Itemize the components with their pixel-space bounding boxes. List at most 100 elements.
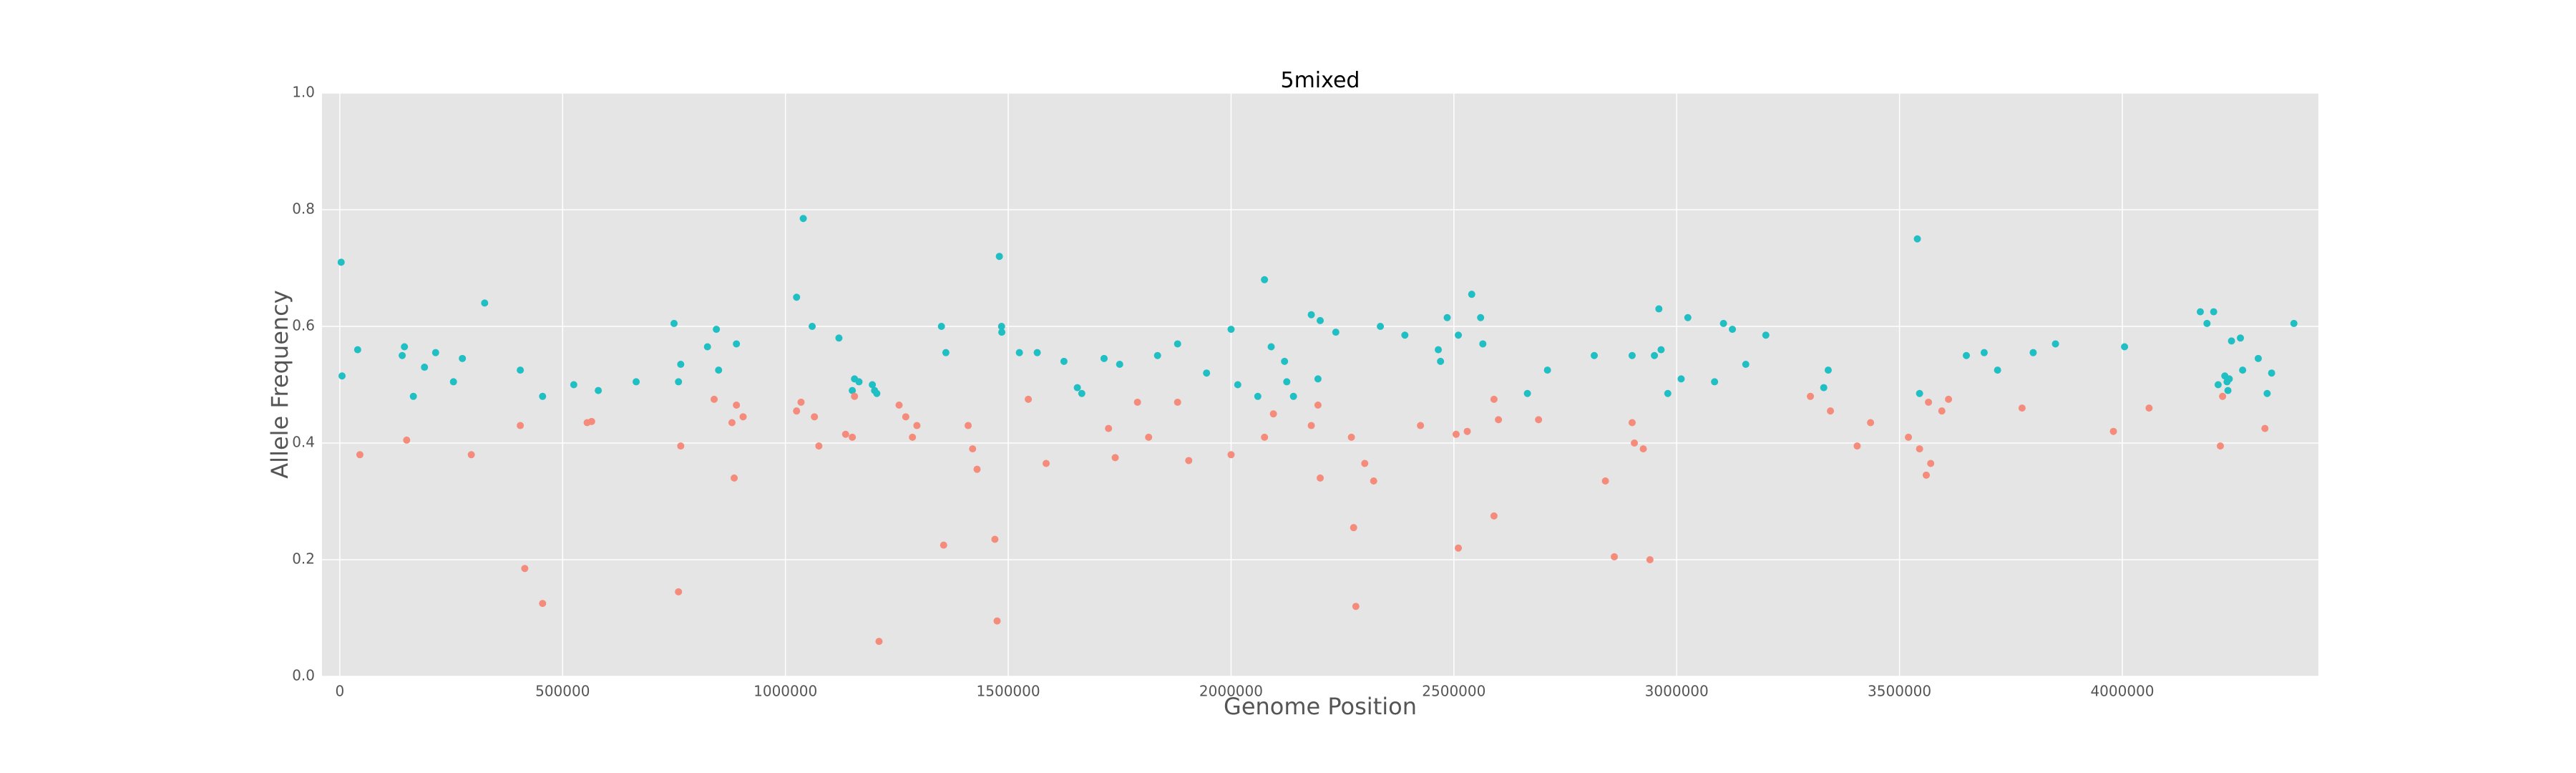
data-point [409,392,417,400]
data-point [670,319,678,327]
data-point [991,535,999,543]
data-point [1657,346,1665,354]
data-point [1479,340,1487,348]
data-point [1916,445,1923,453]
data-point [835,334,843,342]
data-point [2210,308,2218,316]
data-point [449,378,457,386]
data-point [467,451,475,459]
data-point [841,430,849,438]
data-point [1401,331,1409,339]
data-point [481,299,489,307]
data-point [1307,311,1315,319]
data-point [1145,433,1153,441]
data-point [1913,235,1921,243]
data-point [1377,323,1385,330]
data-point [995,253,1003,261]
data-point [851,392,859,400]
data-point [1289,392,1297,400]
data-point [1927,460,1935,467]
data-point [1490,512,1498,520]
data-point [421,364,429,371]
data-point [1827,407,1835,415]
data-point [521,565,529,573]
data-point [1684,313,1692,321]
data-point [2219,392,2227,400]
data-point [1762,331,1770,339]
tick-labels: 0 500000 1000000 1500000 2000000 2500000 30000… [292,84,2154,700]
data-point [1133,398,1141,406]
data-points [337,215,2298,646]
data-point [793,293,801,301]
data-point [1105,424,1113,432]
data-point [595,386,602,394]
data-point [733,340,741,348]
y-tick-label: 0.2 [292,550,315,568]
data-point [1234,381,1241,389]
data-point [675,588,683,595]
data-point [1060,357,1068,365]
data-point [1417,422,1425,429]
data-point [1945,395,1953,403]
data-point [1631,439,1639,447]
data-point [2029,349,2037,356]
data-point [2237,334,2245,342]
data-point [2196,308,2204,316]
data-point [1853,442,1861,450]
y-tick-label: 0.4 [292,434,315,451]
data-point [1269,410,1277,418]
data-point [913,422,921,429]
data-point [2254,354,2262,362]
data-point [1042,460,1050,467]
plot-background [322,93,2318,676]
data-point [2051,340,2059,348]
data-point [1435,346,1443,354]
x-tick-label: 0 [336,683,345,700]
data-point [1820,384,1828,392]
data-point [2228,337,2235,345]
data-point [1443,313,1451,321]
data-point [1938,407,1946,415]
data-point [1437,357,1445,365]
data-point [1015,349,1023,356]
data-point [739,413,747,421]
data-point [1370,477,1377,485]
data-point [1646,556,1654,563]
data-point [1523,389,1531,397]
data-point [2239,366,2247,374]
data-point [1980,349,1988,356]
data-point [1452,430,1460,438]
data-point [1535,416,1543,424]
data-point [675,378,683,386]
data-point [1347,433,1355,441]
data-point [728,419,736,427]
data-point [998,329,1006,336]
data-point [399,351,406,359]
data-point [1963,351,1971,359]
data-point [570,381,577,389]
data-point [969,445,977,453]
data-point [1824,366,1832,374]
data-point [1495,416,1503,424]
data-point [942,349,950,356]
data-point [2109,427,2117,435]
data-point [2224,386,2232,394]
data-point [1281,357,1289,365]
data-point [1307,422,1315,429]
data-point [2263,389,2271,397]
data-point [1317,474,1324,482]
data-point [811,413,819,421]
data-point [1174,398,1181,406]
data-point [403,436,411,444]
data-point [1267,343,1275,351]
data-point [2145,404,2153,412]
data-point [431,349,439,356]
data-point [1174,340,1181,348]
data-point [2225,375,2233,383]
y-tick-label: 0.0 [292,667,315,684]
data-point [1611,553,1619,560]
data-point [1361,460,1369,467]
x-tick-label: 3500000 [1868,683,1931,700]
data-point [1477,313,1485,321]
data-point [1711,378,1719,386]
